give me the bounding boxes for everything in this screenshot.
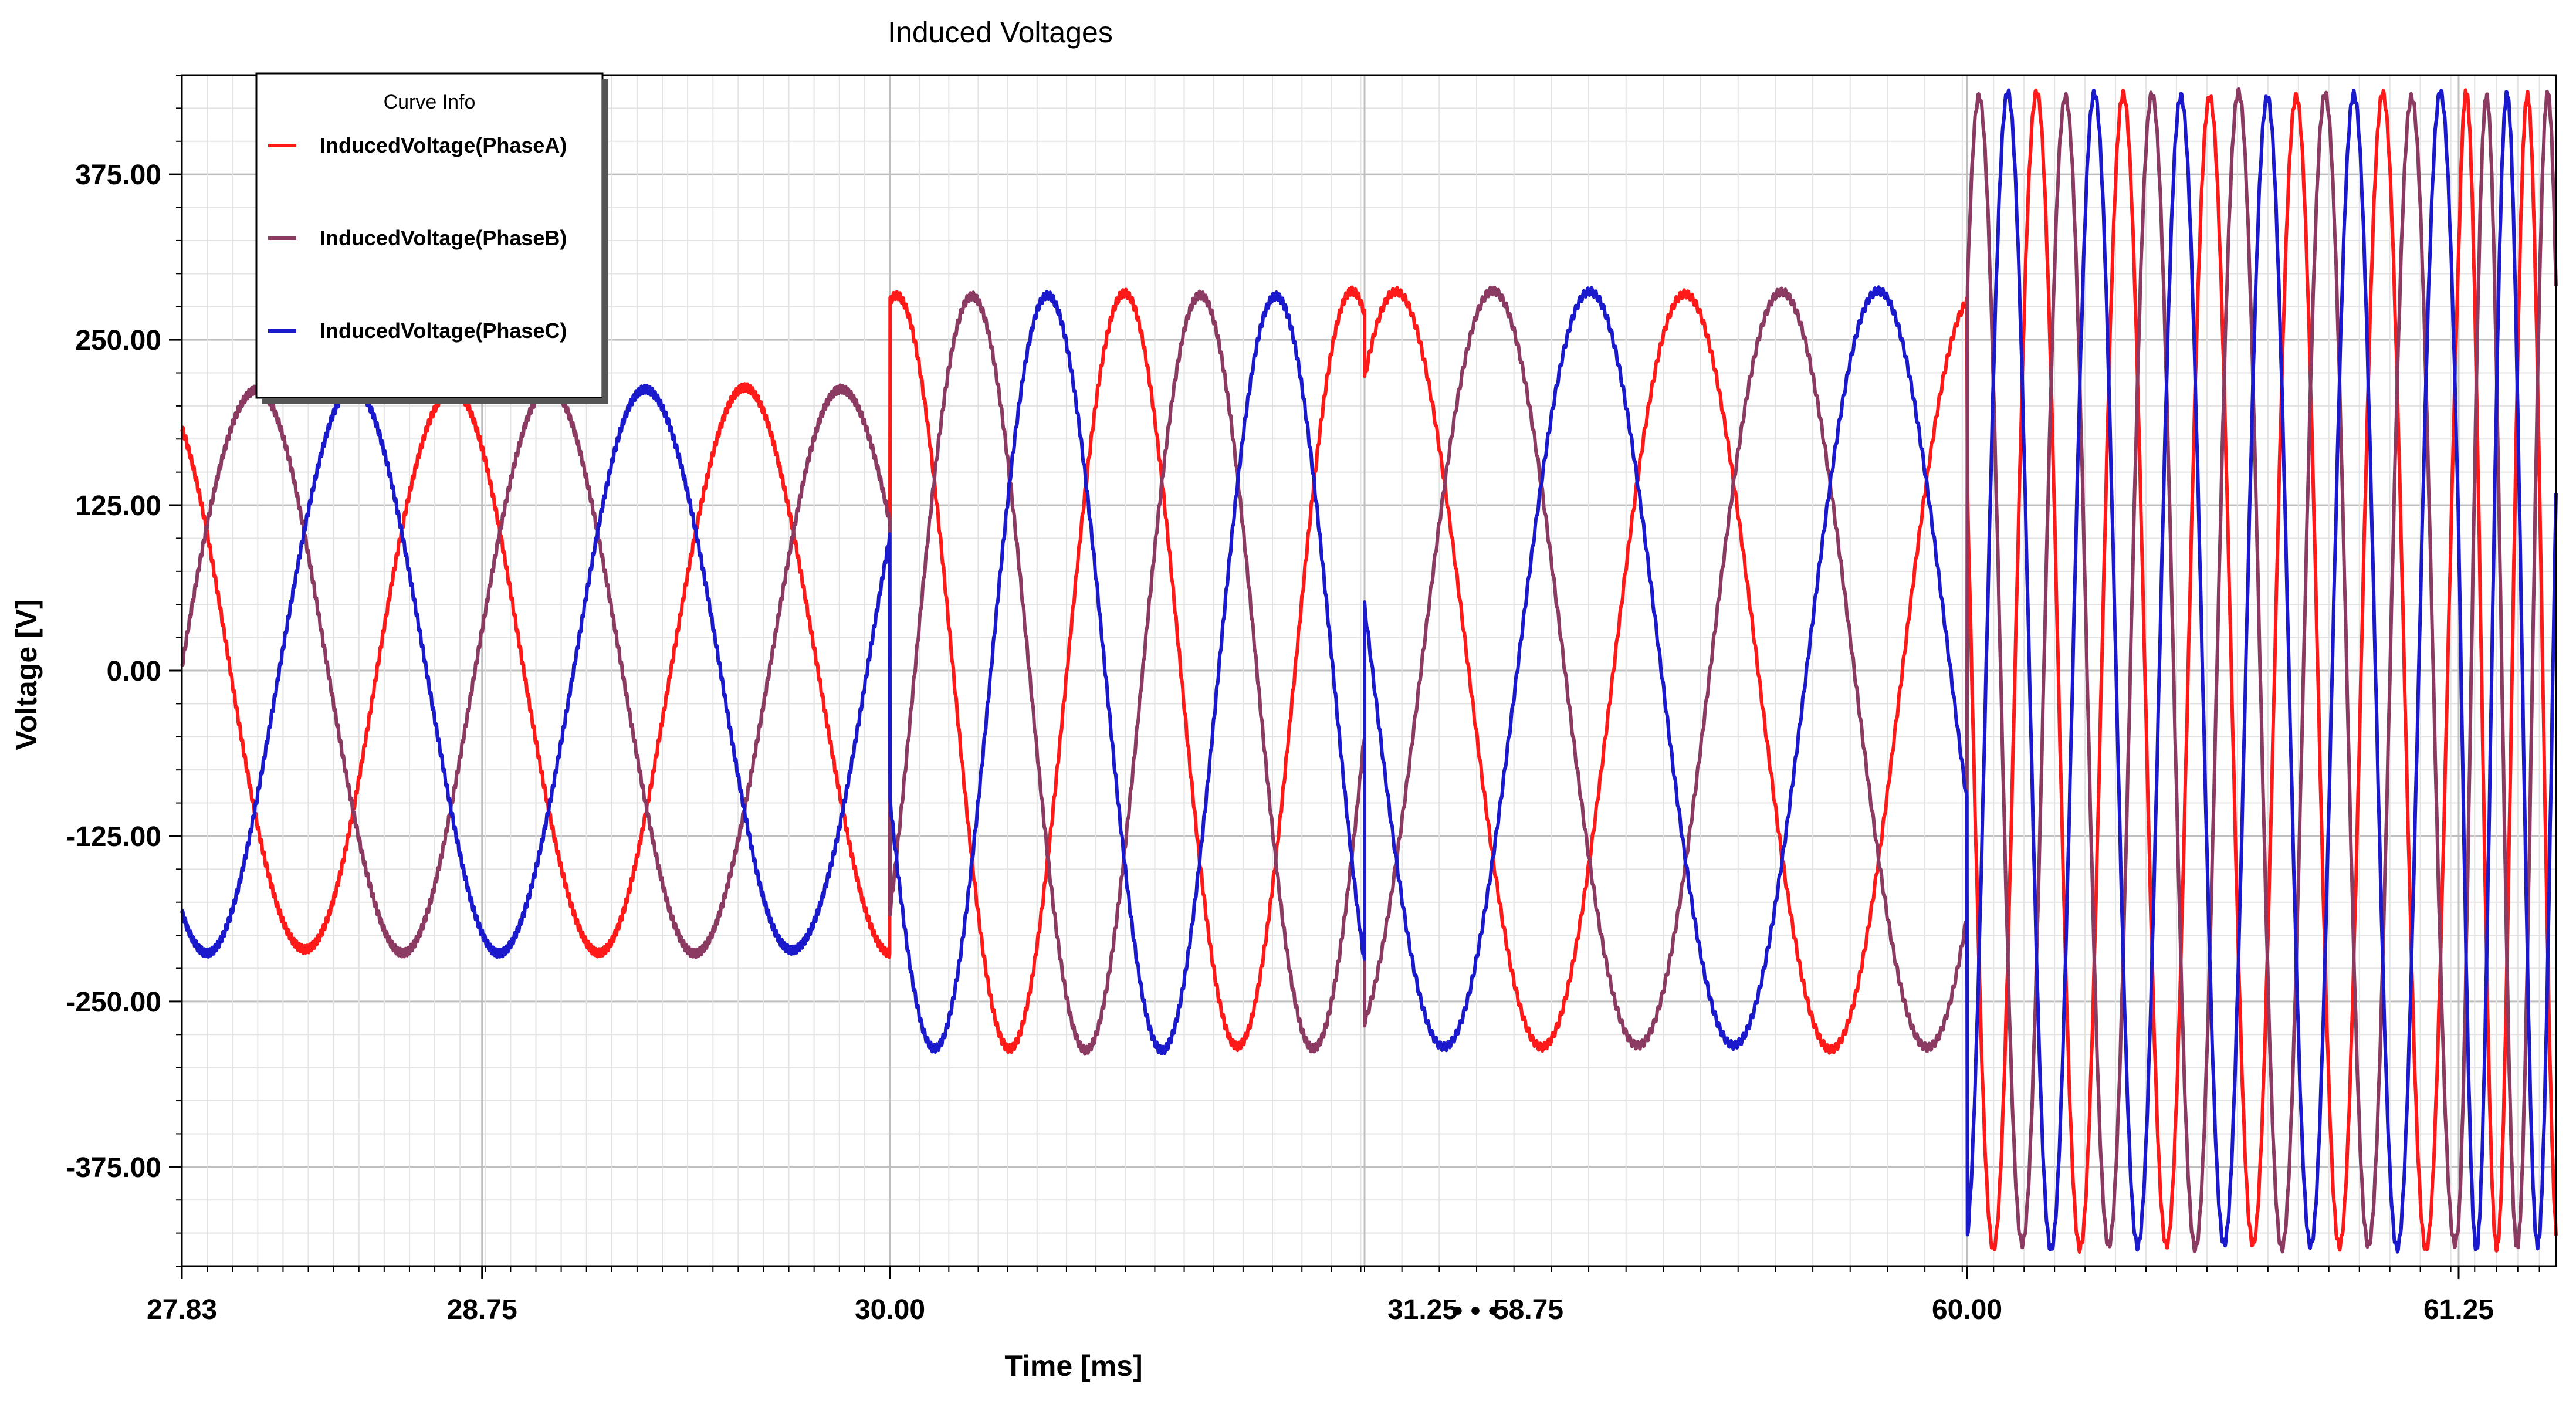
x-tick-label: 30.00: [855, 1294, 925, 1325]
x-tick-label: 27.83: [147, 1294, 217, 1325]
x-axis-break-marker: • • •: [1453, 1295, 1498, 1327]
series-line-1: [180, 88, 2558, 1254]
x-tick-label: 58.75: [1493, 1294, 1563, 1325]
y-tick-label: 125.00: [75, 490, 161, 522]
x-tick-label: 61.25: [2423, 1294, 2494, 1325]
series-lines: [180, 87, 2558, 1254]
legend-entry-1: InducedVoltage(PhaseA): [320, 133, 567, 157]
y-tick-label: 375.00: [75, 160, 161, 191]
x-axis-label: Time [ms]: [1004, 1349, 1142, 1382]
x-tick-label: 31.25: [1387, 1294, 1458, 1325]
series-line-3: [180, 88, 2558, 1254]
chart-title: Induced Voltages: [888, 16, 1113, 49]
y-tick-label: 250.00: [75, 325, 161, 356]
y-tick-label: -250.00: [66, 987, 161, 1018]
legend-entry-2: InducedVoltage(PhaseB): [320, 226, 567, 250]
legend-title: Curve Info: [384, 91, 476, 113]
y-tick-label: 0.00: [107, 656, 161, 687]
legend-shadow-right: [602, 79, 608, 404]
x-tick-label: 28.75: [447, 1294, 517, 1325]
axis-ticks: 375.00 250.00 125.00 0.00 -125.00 -250.00 -375…: [66, 75, 2540, 1327]
y-axis-label: Voltage [V]: [10, 599, 43, 750]
y-tick-label: -125.00: [66, 821, 161, 852]
y-tick-label: -375.00: [66, 1152, 161, 1183]
legend-shadow-bottom: [262, 398, 608, 404]
legend: Curve Info InducedVoltage(PhaseA) Induced…: [255, 72, 608, 404]
legend-entry-3: InducedVoltage(PhaseC): [320, 319, 567, 343]
legend-box: [255, 72, 604, 399]
x-tick-label: 60.00: [1932, 1294, 2002, 1325]
series-line-2: [180, 87, 2558, 1254]
